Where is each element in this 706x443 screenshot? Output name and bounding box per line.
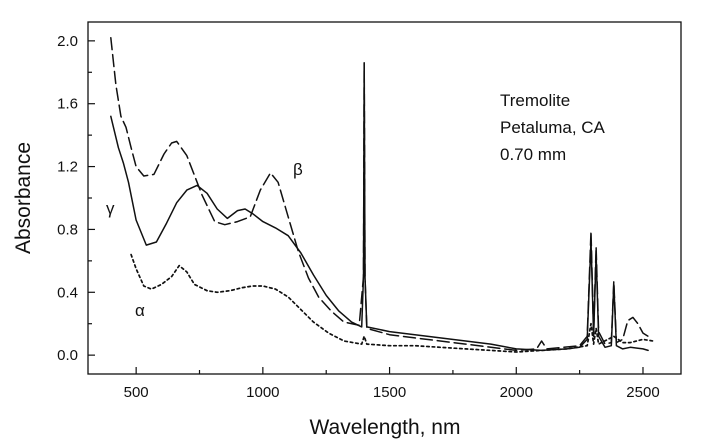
x-tick-label: 1000	[246, 384, 279, 401]
y-tick-label: 1.6	[57, 96, 78, 113]
y-axis-title: Absorbance	[12, 142, 35, 254]
y-tick-label: 1.2	[57, 159, 78, 176]
series-label-gamma: γ	[106, 199, 115, 218]
plot-frame	[88, 22, 681, 374]
annotation-line-2: Petaluma, CA	[500, 118, 606, 137]
x-tick-label: 1500	[373, 384, 406, 401]
series-line-beta	[111, 38, 648, 351]
axis-ticks: 500 1000 1500 2000 2500 0.0 0.4 0.8 1.2 1.6 2.0	[57, 33, 660, 401]
y-tick-label: 0.0	[57, 347, 78, 364]
series-label-alpha: α	[135, 301, 145, 320]
annotation-line-3: 0.70 mm	[500, 145, 566, 164]
y-tick-label: 2.0	[57, 33, 78, 50]
series-line-alpha	[131, 255, 653, 352]
x-tick-label: 2500	[626, 384, 659, 401]
annotation-line-1: Tremolite	[500, 91, 570, 110]
y-tick-label: 0.8	[57, 221, 78, 238]
x-tick-label: 500	[124, 384, 149, 401]
series-label-beta: β	[293, 160, 303, 179]
x-axis-title: Wavelength, nm	[310, 416, 461, 439]
absorbance-chart: 500 1000 1500 2000 2500 0.0 0.4 0.8 1.2 1.6 2.0 Wa…	[0, 0, 706, 443]
y-tick-label: 0.4	[57, 284, 78, 301]
series-group	[111, 38, 653, 352]
x-tick-label: 2000	[500, 384, 533, 401]
